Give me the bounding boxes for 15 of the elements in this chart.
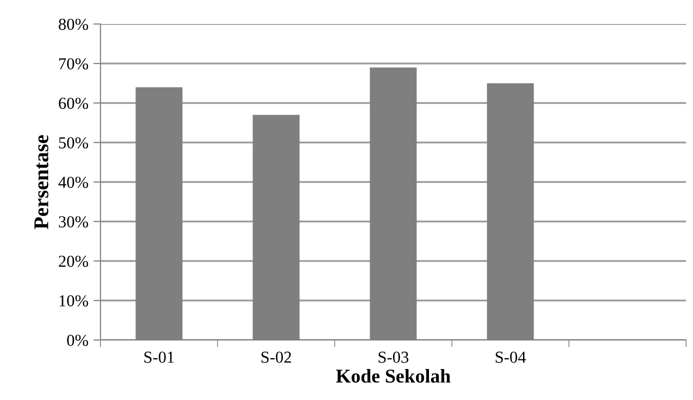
y-tick-label: 10%: [60, 295, 88, 306]
y-tick-label: 30%: [58, 216, 88, 228]
y-tick-label: 40%: [58, 176, 88, 188]
x-tick-label: S-04: [496, 352, 526, 363]
x-axis-title: Kode Sekolah: [336, 369, 451, 383]
y-tick-label: 20%: [58, 256, 88, 267]
x-tick-label: S-01: [144, 352, 174, 363]
y-tick-label: 70%: [59, 58, 88, 70]
y-tick-label: 0%: [67, 334, 88, 346]
y-tick-label: 60%: [58, 98, 88, 109]
y-tick-label: 50%: [59, 137, 88, 148]
x-tick-label: S-03: [378, 352, 408, 363]
y-axis-title: Persentase: [34, 135, 48, 230]
y-tick-label: 80%: [58, 18, 88, 30]
x-tick-label: S-02: [262, 352, 291, 363]
